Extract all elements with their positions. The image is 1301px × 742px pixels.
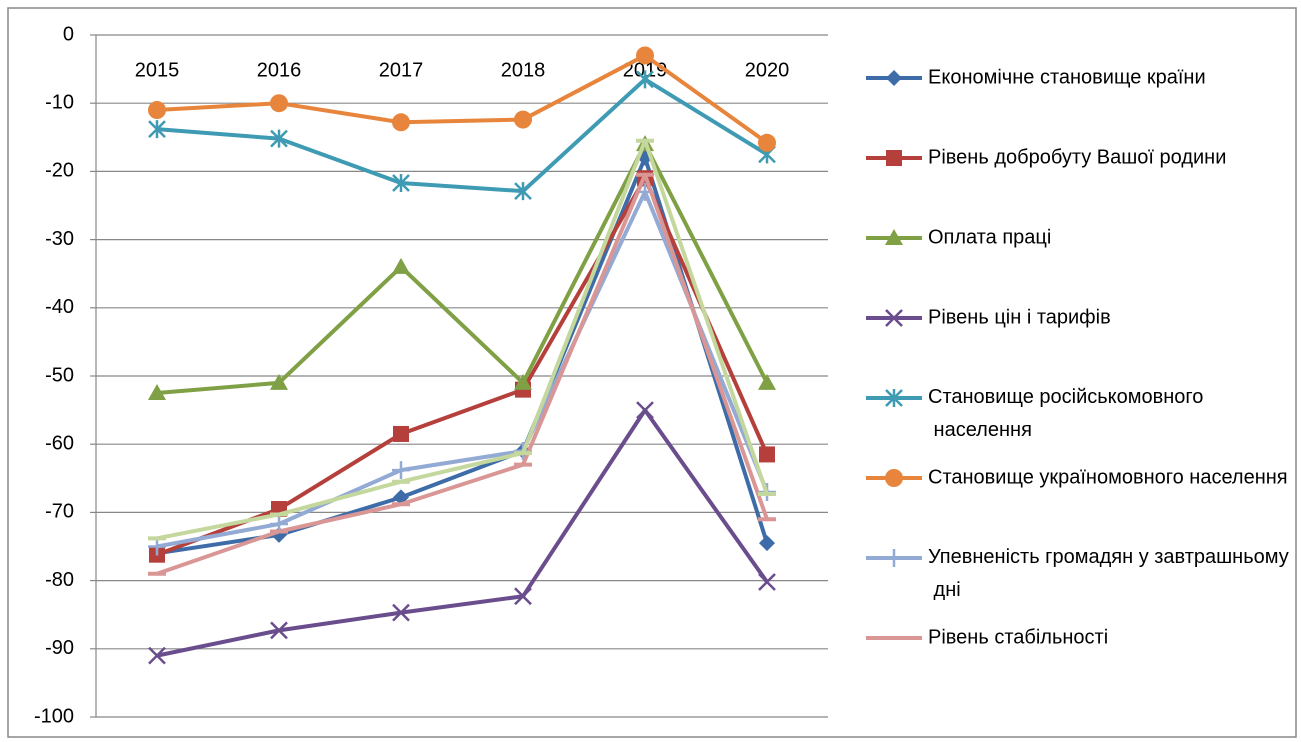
y-tick-label: -70: [45, 501, 74, 523]
legend-label: Економічне становище країни: [928, 66, 1206, 88]
marker: [148, 120, 166, 139]
series-line: [156, 77, 769, 194]
y-tick-label: -80: [45, 569, 74, 591]
marker: [392, 603, 410, 622]
marker: [148, 384, 166, 401]
series-line: [156, 172, 769, 576]
marker: [148, 101, 166, 120]
chart-frame: [7, 7, 1297, 738]
x-tick-label: 2020: [745, 59, 790, 81]
series: [148, 401, 776, 665]
marker: [393, 425, 409, 442]
marker: [392, 257, 410, 274]
marker: [885, 469, 903, 487]
marker: [758, 573, 776, 591]
marker: [514, 182, 532, 201]
series-line: [156, 53, 769, 145]
y-tick-label: -60: [45, 432, 74, 454]
x-tick-label: 2015: [135, 59, 180, 81]
series-line: [156, 189, 769, 549]
marker: [886, 150, 902, 166]
marker: [392, 461, 410, 480]
legend-label: Упевненість громадян у завтрашньому дні: [928, 546, 1289, 601]
x-tick-label: 2018: [501, 59, 546, 81]
y-tick-label: -20: [45, 160, 74, 182]
marker: [270, 94, 288, 113]
marker: [758, 133, 776, 152]
y-tick-label: -30: [45, 228, 74, 250]
legend-label: Оплата праці: [928, 226, 1051, 248]
y-tick-label: -50: [45, 364, 74, 386]
series: [148, 138, 776, 541]
marker: [148, 537, 166, 556]
series-line: [156, 408, 769, 658]
marker: [885, 389, 903, 407]
y-tick-label: -10: [45, 91, 74, 113]
x-tick-label: 2017: [379, 59, 424, 81]
marker: [758, 373, 776, 390]
marker: [636, 401, 654, 419]
y-tick-label: 0: [63, 23, 74, 45]
marker: [885, 549, 903, 567]
marker: [514, 587, 532, 606]
x-tick-label: 2016: [257, 59, 302, 81]
series-line: [156, 138, 769, 541]
legend-label: Рівень цін і тарифів: [928, 306, 1111, 328]
marker: [636, 46, 654, 65]
marker: [514, 110, 532, 129]
y-tick-label: -90: [45, 637, 74, 659]
marker: [759, 446, 775, 463]
marker: [514, 373, 532, 390]
marker: [636, 70, 654, 89]
marker: [270, 129, 288, 148]
legend-label: Рівень добробуту Вашої родини: [928, 146, 1226, 168]
legend-label: Рівень стабільності: [928, 626, 1108, 648]
marker: [886, 70, 902, 86]
marker: [148, 646, 166, 665]
marker: [392, 173, 410, 192]
series: [148, 46, 776, 152]
series-line: [156, 142, 769, 396]
series: [148, 70, 776, 201]
y-tick-label: -100: [34, 705, 74, 727]
marker: [885, 229, 903, 245]
marker: [270, 373, 288, 390]
marker: [270, 621, 288, 640]
y-tick-label: -40: [45, 296, 74, 318]
marker: [759, 535, 775, 552]
marker: [392, 113, 410, 132]
marker: [885, 309, 903, 327]
legend-label: Становище україномовного населення: [928, 466, 1288, 488]
legend-label: Становище російськомовного населення: [928, 386, 1203, 441]
series: [148, 172, 776, 576]
